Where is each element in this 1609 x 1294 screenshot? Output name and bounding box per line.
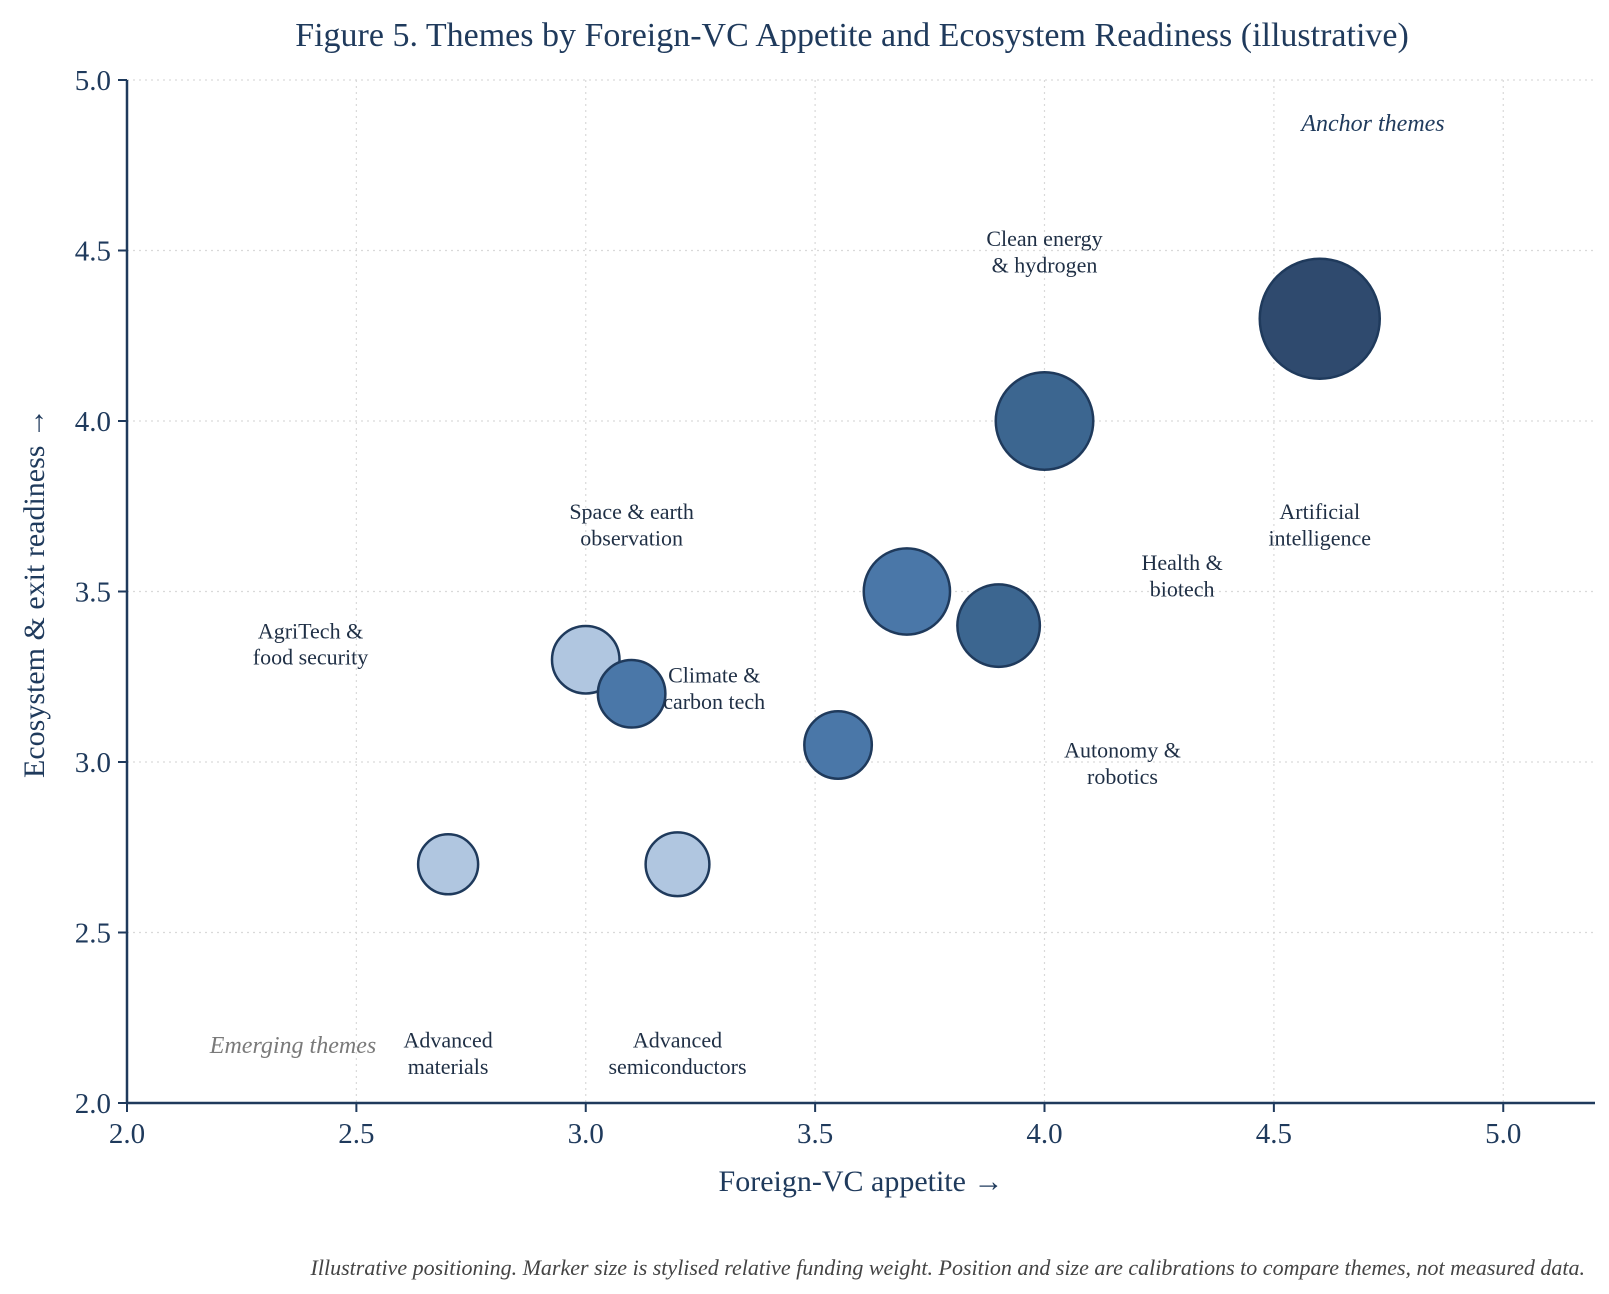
marker	[956, 583, 1042, 669]
x-tick-label: 3.5	[797, 1118, 833, 1150]
point-label: AgriTech & food security	[253, 618, 368, 669]
x-tick-label: 2.0	[109, 1118, 145, 1150]
point-label: Advanced materials	[404, 1027, 493, 1078]
x-axis-label: Foreign-VC appetite →	[719, 1165, 1004, 1198]
markers	[416, 257, 1381, 898]
x-tick-label: 4.0	[1026, 1118, 1062, 1150]
y-tick-label: 5.0	[75, 65, 111, 97]
marker	[803, 709, 874, 780]
marker	[1258, 257, 1381, 380]
y-tick-label: 4.0	[75, 406, 111, 438]
chart-title: Figure 5. Themes by Foreign-VC Appetite …	[295, 17, 1409, 54]
x-tick-label: 5.0	[1485, 1118, 1521, 1150]
footnote: Illustrative positioning. Marker size is…	[310, 1255, 1585, 1280]
point-label: Health & biotech	[1141, 550, 1222, 601]
point-label: Clean energy & hydrogen	[986, 226, 1102, 277]
x-tick-label: 3.0	[568, 1118, 604, 1150]
marker	[416, 833, 480, 896]
y-axis-label: Ecosystem & exit readiness →	[18, 408, 51, 778]
marker	[862, 547, 952, 636]
axes: 2.0 2.5 3.0 3.5 4.0 4.5 5.0 2.0 2.5 3.0 3.5 4.0 4.5 5…	[75, 65, 1595, 1150]
annotation-anchor-themes: Anchor themes	[1299, 111, 1444, 137]
point-label: Autonomy & robotics	[1064, 738, 1181, 789]
point-label: Advanced semiconductors	[608, 1027, 746, 1078]
y-tick-label: 3.0	[75, 747, 111, 779]
y-tick-label: 4.5	[75, 236, 111, 268]
y-tick-label: 2.0	[75, 1088, 111, 1120]
marker	[644, 831, 711, 898]
marker	[596, 658, 667, 729]
point-label: Climate & carbon tech	[663, 663, 765, 714]
marker	[994, 371, 1095, 471]
grid	[126, 79, 1595, 1104]
point-label: Space & earth observation	[569, 499, 694, 550]
point-labels: Artificial intelligence Clean energy & hydr…	[253, 226, 1371, 1079]
y-tick-label: 3.5	[75, 577, 111, 609]
y-tick-label: 2.5	[75, 918, 111, 950]
x-tick-label: 2.5	[338, 1118, 374, 1150]
point-label: Artificial intelligence	[1268, 499, 1371, 550]
annotation-emerging-themes: Emerging themes	[209, 1033, 376, 1059]
x-tick-label: 4.5	[1256, 1118, 1292, 1150]
